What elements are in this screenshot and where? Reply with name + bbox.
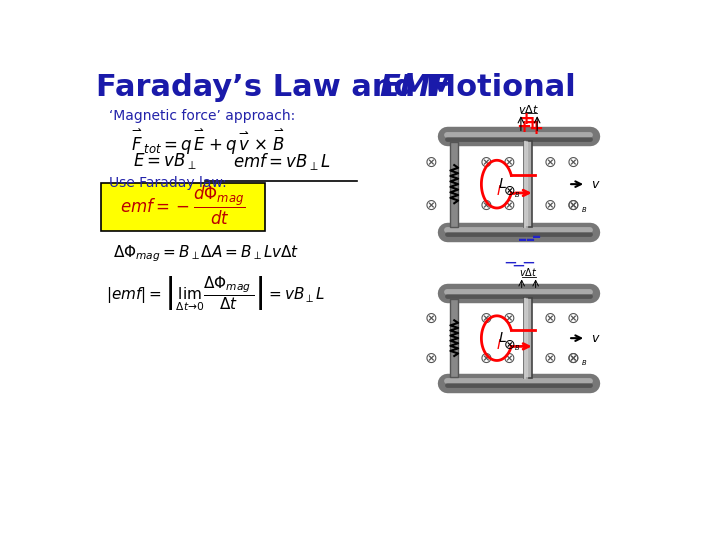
- Text: $I$: $I$: [495, 184, 501, 198]
- Text: $\otimes$: $\otimes$: [502, 351, 516, 366]
- Text: +: +: [518, 111, 533, 129]
- Text: Use Faraday law:: Use Faraday law:: [109, 177, 227, 191]
- Text: Faraday’s Law and Motional: Faraday’s Law and Motional: [96, 72, 587, 102]
- Text: $\otimes$: $\otimes$: [424, 310, 438, 326]
- Text: $L$: $L$: [498, 331, 507, 345]
- Text: $\otimes$: $\otimes$: [424, 198, 438, 213]
- Text: +: +: [524, 113, 539, 132]
- Text: $\otimes$: $\otimes$: [479, 351, 492, 366]
- Text: $\otimes$: $\otimes$: [479, 198, 492, 213]
- Text: $\otimes$: $\otimes$: [543, 351, 557, 366]
- Text: $-$: $-$: [521, 252, 535, 270]
- Text: $v$: $v$: [591, 178, 601, 191]
- Text: $\otimes$: $\otimes$: [566, 310, 580, 326]
- Text: $\otimes$: $\otimes$: [502, 198, 516, 213]
- Text: $\otimes$: $\otimes$: [543, 310, 557, 326]
- Text: $_B$: $_B$: [580, 357, 587, 368]
- Text: $\Delta\Phi_{mag} = B_{\perp}\Delta A = B_{\perp}Lv\Delta t$: $\Delta\Phi_{mag} = B_{\perp}\Delta A = …: [113, 244, 300, 264]
- Text: $v\Delta t$: $v\Delta t$: [519, 266, 538, 278]
- FancyBboxPatch shape: [451, 299, 458, 377]
- Text: $\otimes$: $\otimes$: [502, 155, 516, 170]
- Text: $\overset{\rightharpoonup}{F}_{tot} = q\overset{\rightharpoonup}{E} + q\overset{: $\overset{\rightharpoonup}{F}_{tot} = q\…: [129, 126, 284, 157]
- Text: –: –: [526, 231, 535, 248]
- Text: –: –: [532, 227, 541, 246]
- FancyBboxPatch shape: [523, 141, 532, 227]
- Text: $emf = -\dfrac{d\Phi_{mag}}{dt}$: $emf = -\dfrac{d\Phi_{mag}}{dt}$: [120, 184, 246, 227]
- Text: $I$: $I$: [495, 338, 501, 352]
- Text: $\otimes$: $\otimes$: [479, 155, 492, 170]
- Text: $-$: $-$: [503, 252, 517, 270]
- FancyBboxPatch shape: [101, 184, 265, 231]
- Text: $\otimes$: $\otimes$: [566, 198, 580, 213]
- Text: $\otimes$: $\otimes$: [566, 351, 580, 366]
- FancyBboxPatch shape: [523, 298, 532, 378]
- Text: $E = vB_{\perp}$: $E = vB_{\perp}$: [132, 151, 197, 171]
- Text: $\otimes$: $\otimes$: [479, 310, 492, 326]
- Text: $\otimes$: $\otimes$: [502, 310, 516, 326]
- Text: $\otimes$: $\otimes$: [566, 198, 580, 213]
- Text: +: +: [516, 118, 531, 136]
- Text: $\otimes$: $\otimes$: [424, 351, 438, 366]
- Text: $\otimes$: $\otimes$: [566, 155, 580, 170]
- Text: $\otimes$: $\otimes$: [566, 351, 580, 366]
- Text: $|emf| = \left|\lim_{\Delta t \to 0} \dfrac{\Delta\Phi_{mag}}{\Delta t}\right| =: $|emf| = \left|\lim_{\Delta t \to 0} \df…: [106, 274, 325, 313]
- Text: +: +: [528, 120, 543, 138]
- Text: $\otimes$: $\otimes$: [503, 184, 516, 198]
- Text: $-$: $-$: [511, 256, 526, 274]
- Text: $\otimes$: $\otimes$: [543, 198, 557, 213]
- Text: $_B$: $_B$: [514, 190, 520, 200]
- Text: $emf = vB_{\perp}L$: $emf = vB_{\perp}L$: [233, 151, 330, 172]
- FancyBboxPatch shape: [451, 142, 458, 226]
- Text: $\otimes$: $\otimes$: [543, 155, 557, 170]
- Text: –: –: [518, 231, 527, 248]
- Text: $_B$: $_B$: [514, 343, 520, 353]
- Text: $v\Delta t$: $v\Delta t$: [518, 103, 539, 114]
- Text: $\otimes$: $\otimes$: [424, 155, 438, 170]
- Text: $_B$: $_B$: [580, 205, 587, 215]
- Text: ‘Magnetic force’ approach:: ‘Magnetic force’ approach:: [109, 110, 296, 124]
- Text: EMF: EMF: [380, 72, 452, 102]
- Text: $L$: $L$: [498, 177, 507, 191]
- Text: $v$: $v$: [591, 332, 601, 345]
- Text: $\otimes$: $\otimes$: [503, 338, 516, 352]
